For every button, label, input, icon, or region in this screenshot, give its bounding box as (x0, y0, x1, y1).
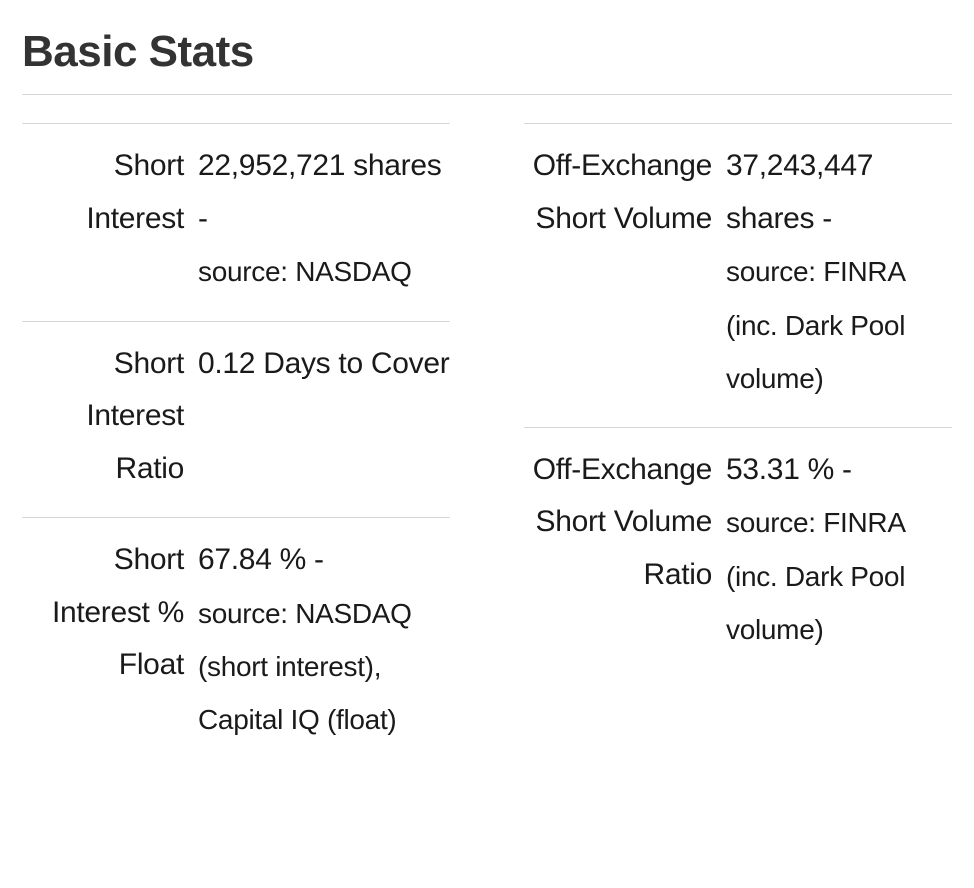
section-title: Basic Stats (22, 28, 952, 95)
stat-value-cell: 22,952,721 shares - source: NASDAQ (196, 124, 450, 321)
stat-value: 0.12 Days to Cover (198, 347, 449, 380)
stats-table-right: Off-Exchange Short Volume 37,243,447 sha… (524, 123, 952, 678)
stat-label: Off-Exchange Short Volume (524, 124, 724, 428)
stat-row: Off-Exchange Short Volume 37,243,447 sha… (524, 124, 952, 428)
stat-value-cell: 67.84 % - source: NASDAQ (short interest… (196, 518, 450, 769)
stat-value: 22,952,721 shares (198, 149, 441, 182)
stat-row: Off-Exchange Short Volume Ratio 53.31 % … (524, 427, 952, 678)
stat-row: Short Interest 22,952,721 shares - sourc… (22, 124, 450, 321)
stat-label: Off-Exchange Short Volume Ratio (524, 427, 724, 678)
stats-table-left: Short Interest 22,952,721 shares - sourc… (22, 123, 450, 768)
stat-value: 53.31 % (726, 453, 834, 486)
stat-value-cell: 53.31 % - source: FINRA (inc. Dark Pool … (724, 427, 952, 678)
stat-value: 37,243,447 shares (726, 149, 873, 235)
stat-label: Short Interest (22, 124, 196, 321)
stat-value-cell: 37,243,447 shares - source: FINRA (inc. … (724, 124, 952, 428)
stats-col-left: Short Interest 22,952,721 shares - sourc… (22, 123, 450, 768)
stats-col-right: Off-Exchange Short Volume 37,243,447 sha… (524, 123, 952, 768)
stat-value-cell: 0.12 Days to Cover (196, 321, 450, 518)
stat-row: Short Interest % Float 67.84 % - source:… (22, 518, 450, 769)
stat-source: source: NASDAQ (198, 245, 450, 298)
stats-columns: Short Interest 22,952,721 shares - sourc… (22, 123, 952, 768)
stat-row: Short Interest Ratio 0.12 Days to Cover (22, 321, 450, 518)
stat-source: source: FINRA (inc. Dark Pool volume) (726, 496, 952, 656)
stat-source: source: FINRA (inc. Dark Pool volume) (726, 245, 952, 405)
stat-value: 67.84 % (198, 543, 306, 576)
stat-source: source: NASDAQ (short interest), Capital… (198, 587, 450, 747)
stat-label: Short Interest % Float (22, 518, 196, 769)
stat-label: Short Interest Ratio (22, 321, 196, 518)
